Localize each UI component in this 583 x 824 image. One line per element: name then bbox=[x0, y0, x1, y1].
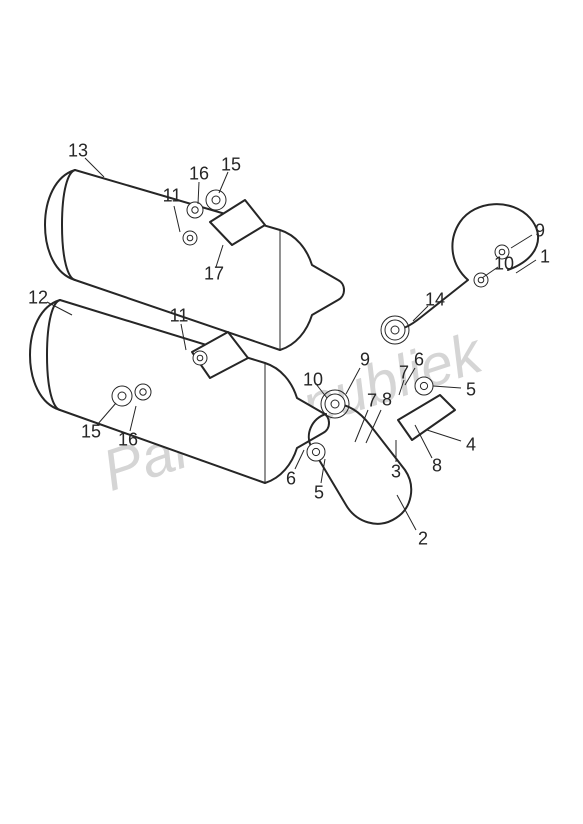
callout-number-15: 15 bbox=[81, 422, 101, 443]
callout-leader bbox=[198, 182, 199, 204]
callout-number-15: 15 bbox=[221, 155, 241, 176]
fastener bbox=[415, 377, 433, 395]
callout-number-12: 12 bbox=[28, 288, 48, 309]
fastener bbox=[183, 231, 197, 245]
callout-number-1: 1 bbox=[540, 247, 550, 268]
callout-number-8: 8 bbox=[382, 390, 392, 411]
callout-number-10: 10 bbox=[494, 254, 514, 275]
callout-leader bbox=[511, 235, 532, 248]
fastener bbox=[135, 384, 151, 400]
callout-leader bbox=[366, 410, 381, 443]
callout-number-3: 3 bbox=[391, 462, 401, 483]
fastener bbox=[325, 394, 345, 414]
fastener bbox=[307, 443, 325, 461]
callout-number-11: 11 bbox=[163, 186, 182, 207]
fastener bbox=[187, 202, 203, 218]
callout-number-11: 11 bbox=[170, 306, 189, 327]
fastener bbox=[385, 320, 405, 340]
callout-leader bbox=[346, 368, 360, 394]
callout-leader bbox=[516, 260, 536, 273]
callout-number-10: 10 bbox=[303, 370, 323, 391]
callout-leader bbox=[397, 495, 416, 530]
callout-number-5: 5 bbox=[314, 483, 324, 504]
callout-number-5: 5 bbox=[466, 380, 476, 401]
callout-number-14: 14 bbox=[425, 290, 445, 311]
callout-leader bbox=[427, 430, 461, 441]
callout-number-8: 8 bbox=[432, 456, 442, 477]
callout-number-9: 9 bbox=[360, 350, 370, 371]
callout-leader bbox=[433, 386, 461, 388]
exploded-view-drawing bbox=[0, 0, 583, 824]
callout-number-4: 4 bbox=[466, 435, 476, 456]
fastener bbox=[206, 190, 226, 210]
callout-number-16: 16 bbox=[189, 164, 209, 185]
callout-number-6: 6 bbox=[286, 469, 296, 490]
callout-number-7: 7 bbox=[399, 363, 409, 384]
callout-number-9: 9 bbox=[535, 221, 545, 242]
header-pipe-right bbox=[392, 204, 538, 330]
fastener bbox=[112, 386, 132, 406]
callout-number-13: 13 bbox=[68, 141, 88, 162]
mount-bracket bbox=[398, 395, 455, 440]
callout-number-16: 16 bbox=[118, 430, 138, 451]
callout-number-7: 7 bbox=[367, 391, 377, 412]
diagram-canvas: PartsRepubliek 1234556677889910101111121… bbox=[0, 0, 583, 824]
fastener bbox=[193, 351, 207, 365]
callout-number-6: 6 bbox=[414, 350, 424, 371]
callout-number-17: 17 bbox=[204, 264, 224, 285]
callout-number-2: 2 bbox=[418, 529, 428, 550]
